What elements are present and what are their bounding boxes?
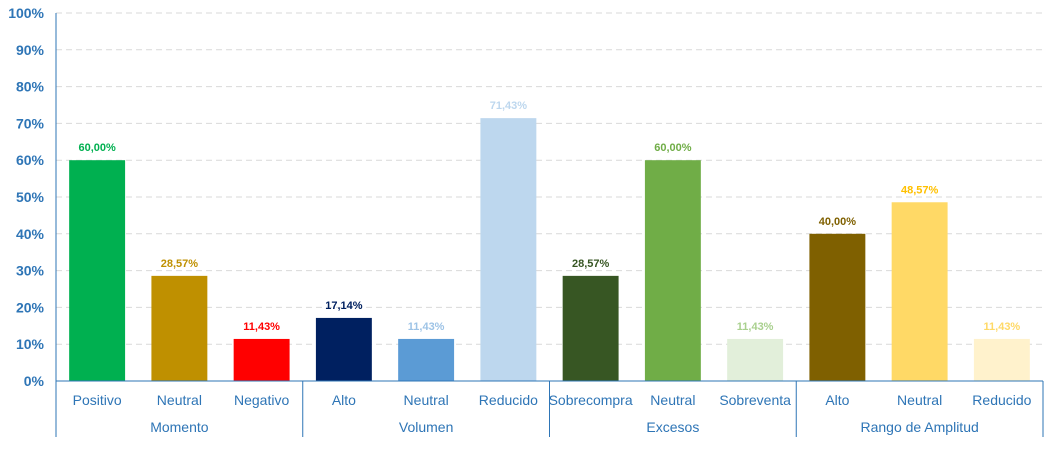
bars xyxy=(69,118,1030,381)
data-label: 11,43% xyxy=(984,321,1021,333)
gridlines xyxy=(56,12,1043,345)
bar xyxy=(644,160,701,381)
category-label: Sobreventa xyxy=(719,392,791,408)
data-label: 11,43% xyxy=(408,321,445,333)
bar xyxy=(973,338,1030,381)
category-label: Negativo xyxy=(234,392,289,408)
labels: 0% 10% 20% 30% 40% 50% 60% 70% 80% 90% 100% 60,00% P… xyxy=(8,5,1031,435)
y-tick-label: 50% xyxy=(16,189,45,205)
category-label: Reducido xyxy=(972,392,1031,408)
data-label: 60,00% xyxy=(78,142,116,154)
y-tick-label: 90% xyxy=(16,42,45,58)
bar xyxy=(398,338,455,381)
category-label: Neutral xyxy=(157,392,202,408)
bar xyxy=(727,338,784,381)
bar xyxy=(233,338,290,381)
bar xyxy=(562,275,619,381)
y-tick-label: 40% xyxy=(16,226,45,242)
category-label: Neutral xyxy=(404,392,449,408)
bar xyxy=(151,275,208,381)
y-tick-label: 10% xyxy=(16,336,45,352)
y-tick-label: 60% xyxy=(16,152,45,168)
data-label: 28,57% xyxy=(161,258,199,270)
category-label: Alto xyxy=(332,392,356,408)
category-label: Neutral xyxy=(650,392,695,408)
bar xyxy=(315,317,372,381)
bar xyxy=(809,233,866,381)
category-label: Sobrecompra xyxy=(549,392,633,408)
group-label: Excesos xyxy=(646,419,699,435)
group-label: Momento xyxy=(150,419,209,435)
category-label: Positivo xyxy=(73,392,122,408)
y-tick-label: 70% xyxy=(16,115,45,131)
category-label: Reducido xyxy=(479,392,538,408)
category-label: Neutral xyxy=(897,392,942,408)
data-label: 28,57% xyxy=(572,258,610,270)
bar xyxy=(480,118,537,381)
bar xyxy=(891,202,948,381)
data-label: 11,43% xyxy=(243,321,280,333)
y-tick-label: 80% xyxy=(16,79,45,95)
data-label: 48,57% xyxy=(901,184,939,196)
data-label: 71,43% xyxy=(490,100,528,112)
data-label: 60,00% xyxy=(654,142,692,154)
group-label: Volumen xyxy=(399,419,453,435)
y-tick-label: 20% xyxy=(16,299,45,315)
bar xyxy=(69,160,126,381)
group-label: Rango de Amplitud xyxy=(860,419,978,435)
y-tick-label: 0% xyxy=(24,373,45,389)
axes xyxy=(55,13,1044,437)
category-label: Alto xyxy=(825,392,849,408)
data-label: 40,00% xyxy=(819,216,857,228)
data-label: 11,43% xyxy=(737,321,774,333)
y-tick-label: 30% xyxy=(16,263,45,279)
data-label: 17,14% xyxy=(325,300,363,312)
y-tick-label: 100% xyxy=(8,5,44,21)
